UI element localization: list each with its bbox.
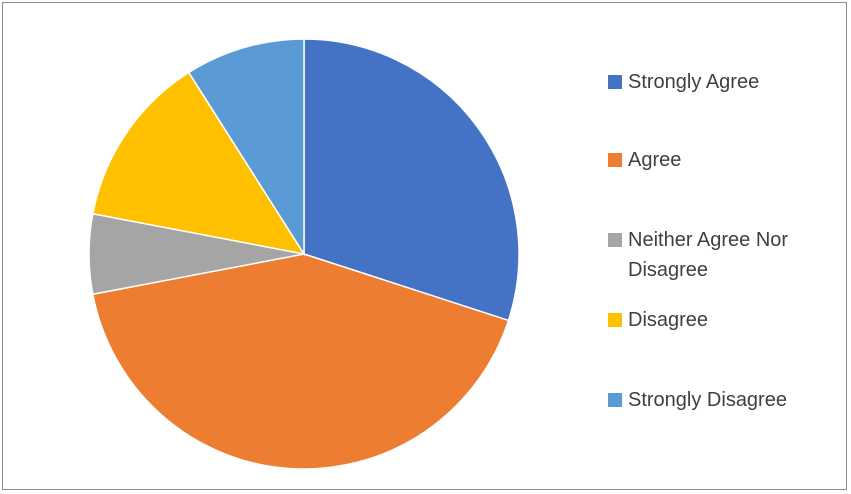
legend-label-disagree: Disagree [628, 309, 709, 331]
legend-label-neither: Neither Agree Nor Disagree [628, 229, 789, 281]
chart-legend: Strongly Agree Agree Neither Agree Nor D… [608, 3, 843, 493]
legend-label-strongly-disagree: Strongly Disagree [628, 389, 787, 411]
legend-swatch-strongly-agree [608, 75, 622, 89]
pie-slice-agree [91, 253, 510, 470]
legend-swatch-neither [608, 233, 622, 247]
pie-slice-strongly-disagree [187, 38, 305, 257]
legend-item-strongly-agree: Strongly Agree [608, 67, 838, 97]
legend-item-strongly-disagree: Strongly Disagree [608, 385, 838, 415]
legend-swatch-disagree [608, 313, 622, 327]
pie-slice-strongly-agree [303, 38, 520, 322]
legend-label-strongly-agree: Strongly Agree [628, 71, 760, 93]
legend-label-agree: Agree [628, 149, 682, 171]
pie-slice-disagree [91, 71, 306, 256]
legend-item-agree: Agree [608, 145, 838, 175]
pie-chart [88, 38, 520, 470]
legend-swatch-agree [608, 153, 622, 167]
legend-item-disagree: Disagree [608, 305, 838, 335]
legend-swatch-strongly-disagree [608, 393, 622, 407]
legend-item-neither: Neither Agree Nor Disagree [608, 225, 838, 285]
